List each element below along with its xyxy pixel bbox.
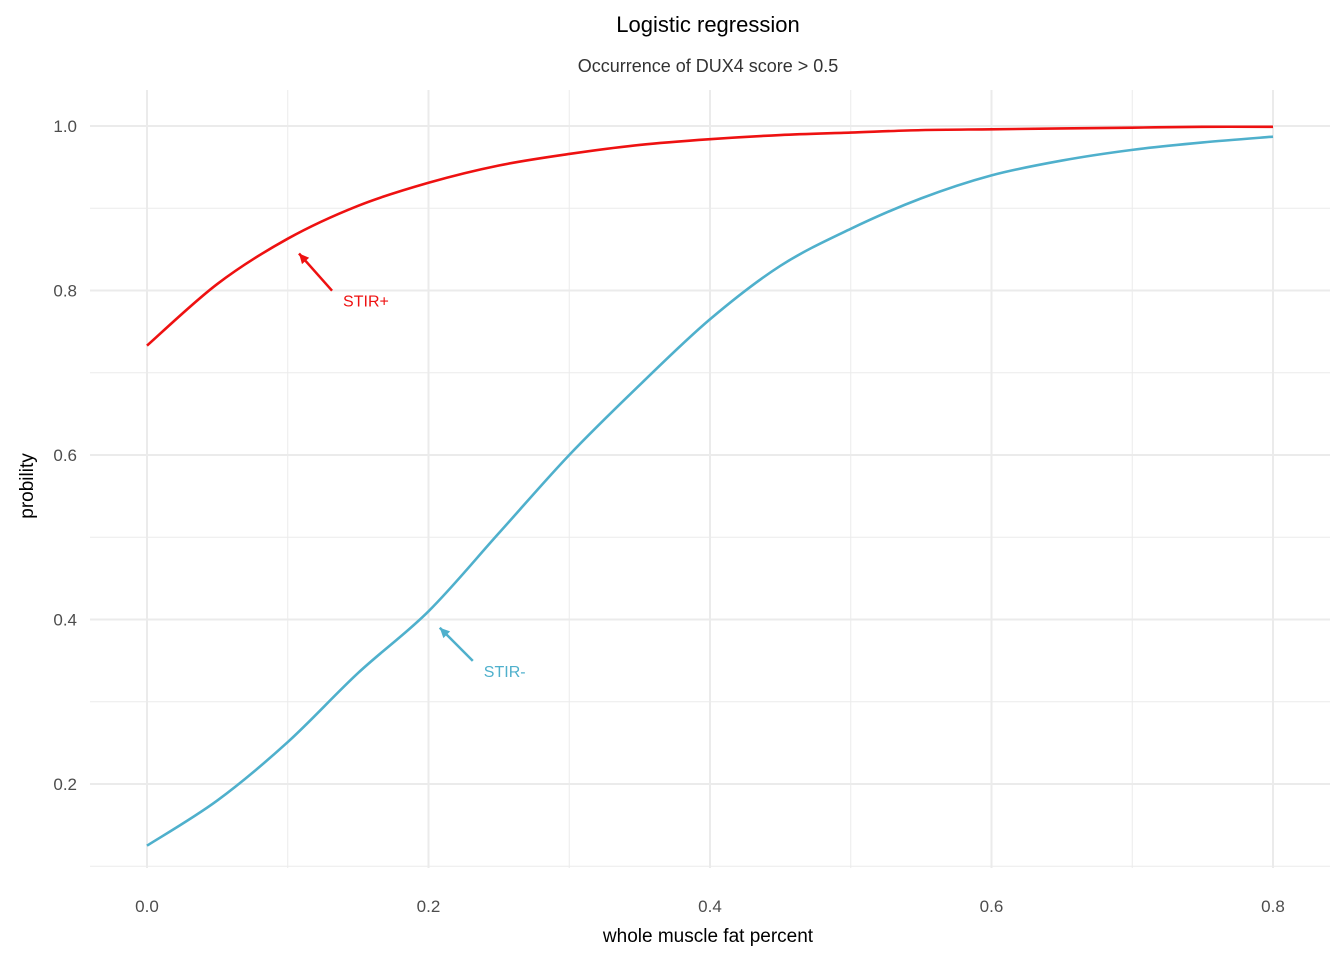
grid [90, 90, 1330, 868]
y-axis-title: probility [17, 453, 38, 519]
x-tick-label: 0.8 [1261, 897, 1285, 916]
series-line-stir-minus [146, 135, 1274, 847]
chart-title: Logistic regression [616, 12, 799, 37]
x-tick-label: 0.6 [980, 897, 1004, 916]
y-tick-label: 0.2 [53, 775, 77, 794]
annotation-arrowhead-stir-minus [439, 627, 451, 639]
y-tick-label: 0.4 [53, 611, 77, 630]
annotation-label-stir-minus: STIR- [484, 664, 526, 681]
annotations: STIR+ STIR- [298, 252, 526, 681]
y-tick-label: 0.8 [53, 282, 77, 301]
y-tick-label: 1.0 [53, 117, 77, 136]
x-axis-title: whole muscle fat percent [602, 926, 814, 947]
x-tick-label: 0.0 [135, 897, 159, 916]
y-tick-label: 0.6 [53, 446, 77, 465]
series-lines [146, 125, 1274, 847]
y-axis-ticks: 0.2 0.4 0.6 0.8 1.0 [53, 117, 77, 794]
x-axis-ticks: 0.0 0.2 0.4 0.6 0.8 [135, 897, 1285, 916]
annotation-label-stir-plus: STIR+ [343, 294, 389, 311]
x-tick-label: 0.4 [698, 897, 722, 916]
annotation-arrowhead-stir-plus [299, 253, 310, 265]
chart-subtitle: Occurrence of DUX4 score > 0.5 [578, 56, 839, 76]
x-tick-label: 0.2 [417, 897, 441, 916]
series-line-stir-plus [146, 125, 1274, 347]
